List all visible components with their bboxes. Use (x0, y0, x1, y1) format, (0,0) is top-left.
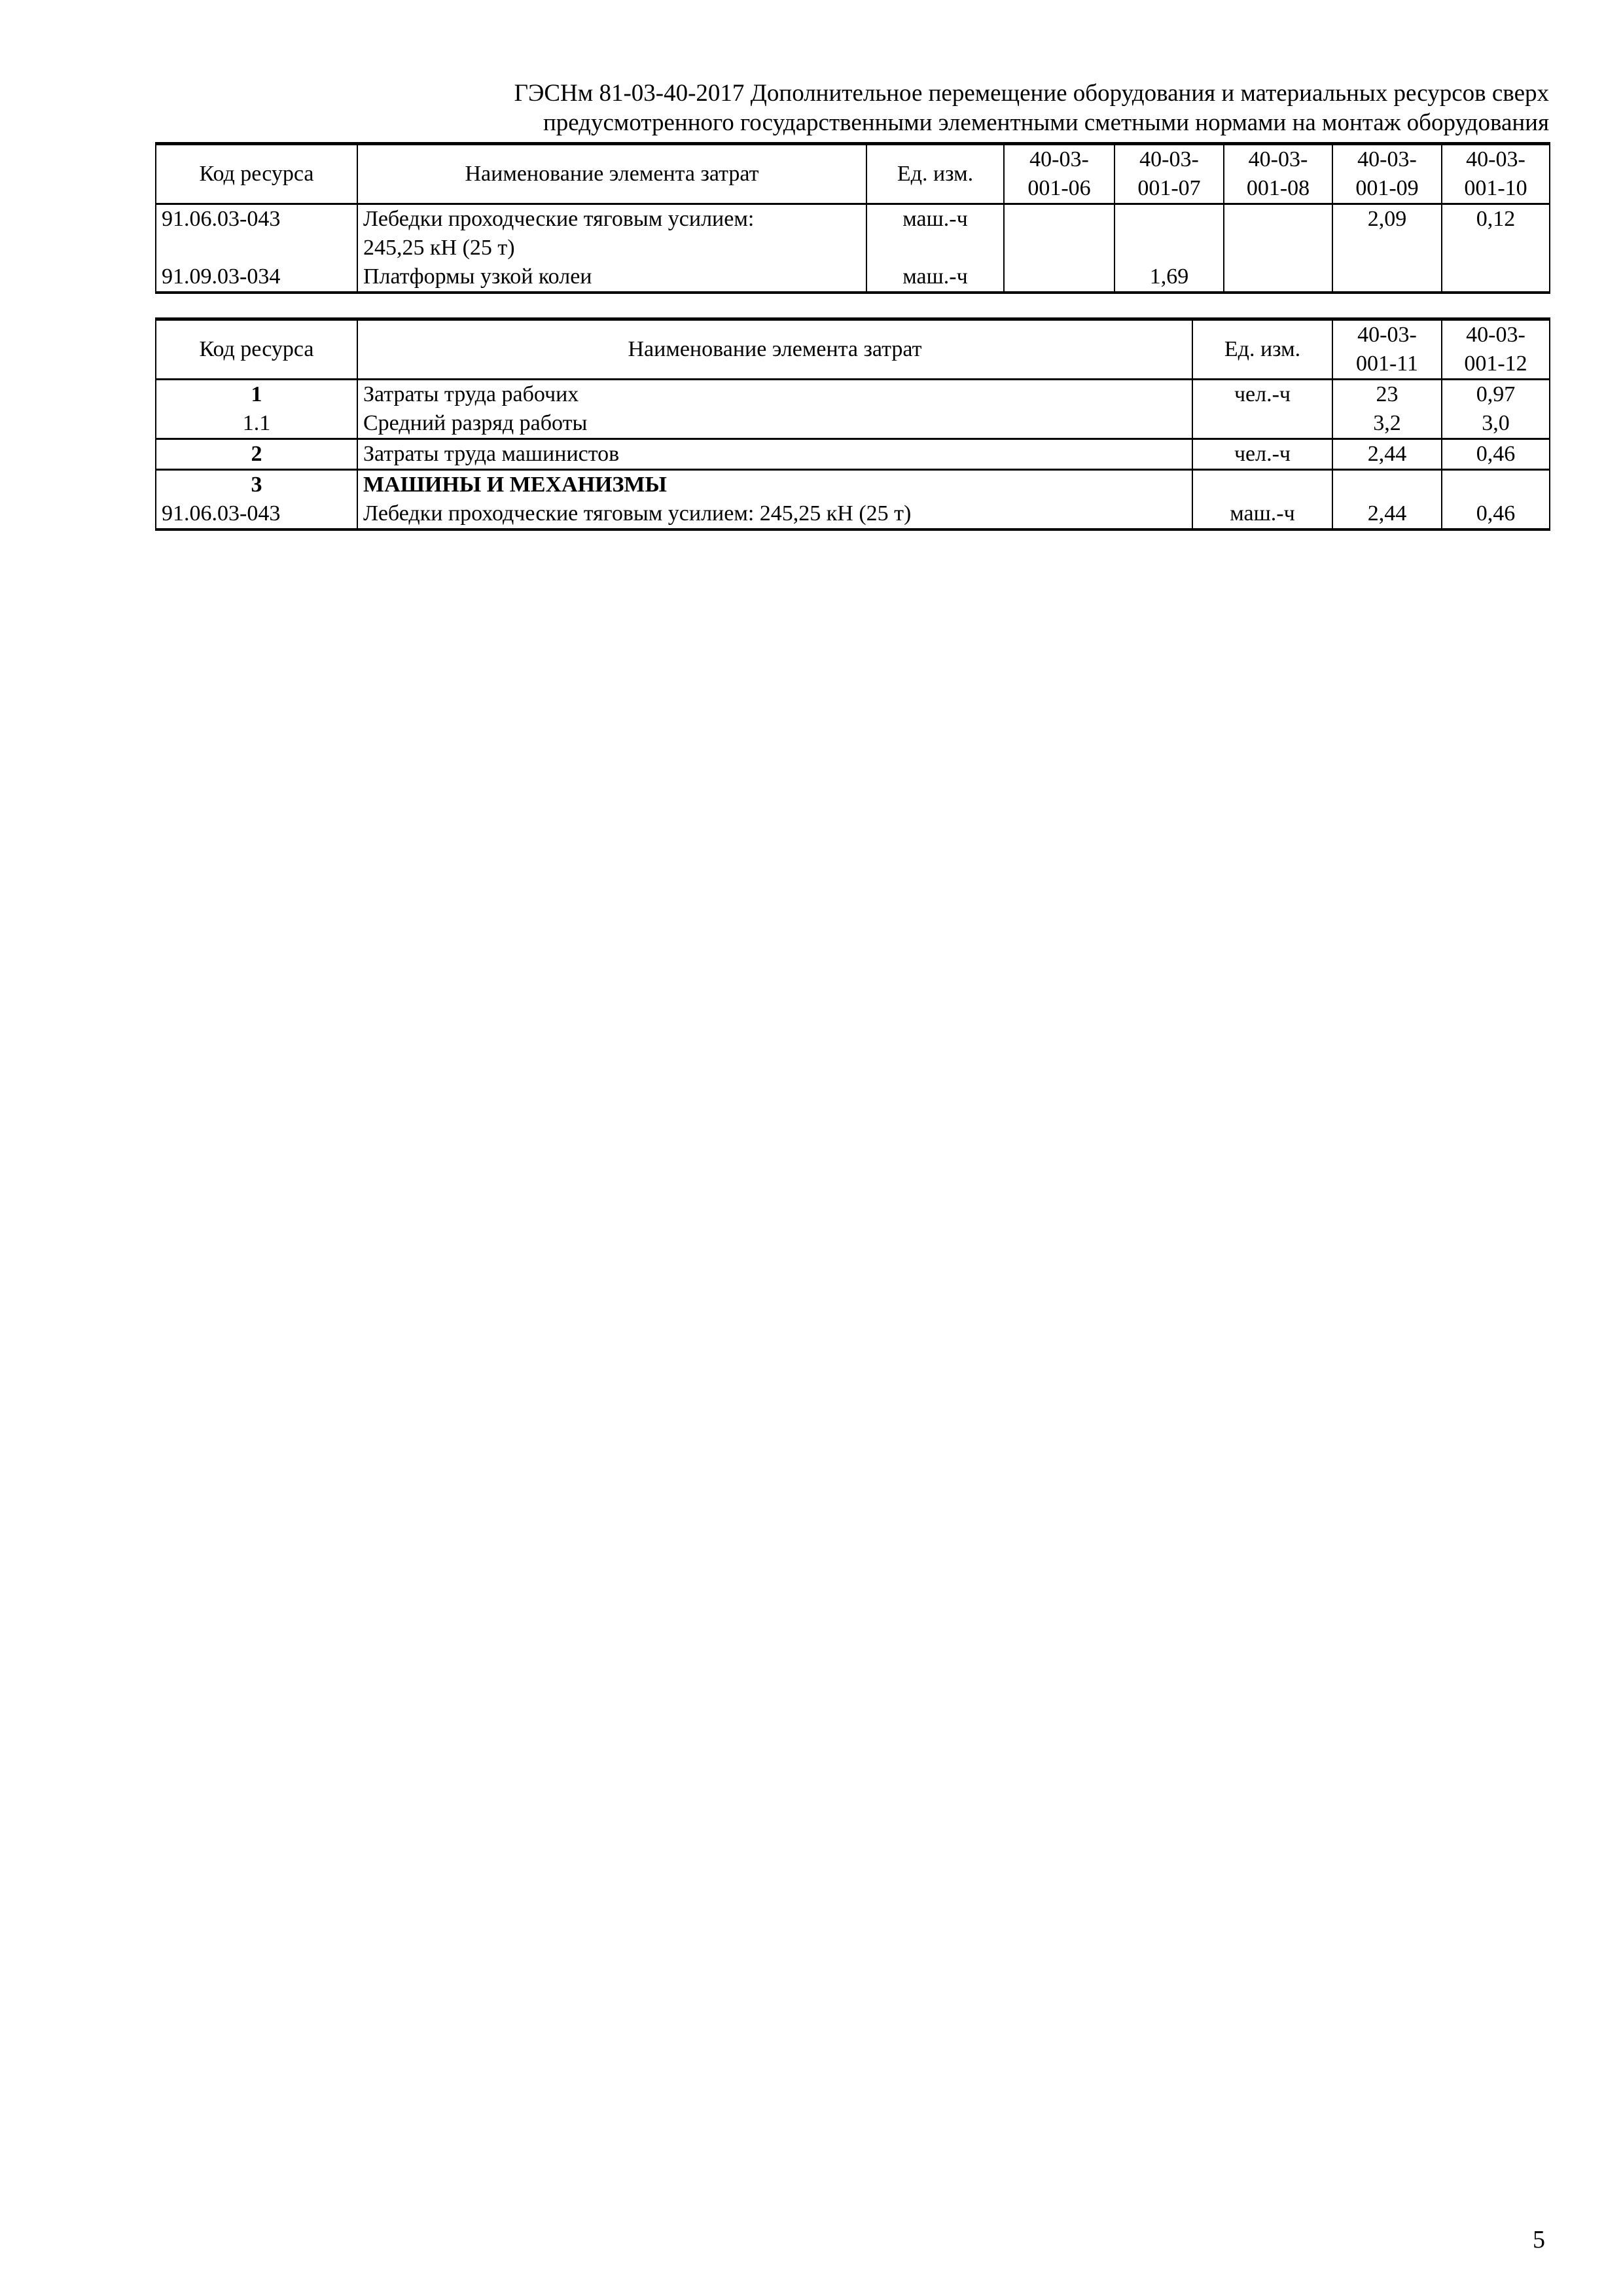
document-title-line-2: предусмотренного государственными элемен… (543, 109, 1549, 136)
table-row: 91.09.03-034 Платформы узкой колеи маш.-… (155, 262, 1550, 294)
unit: чел.-ч (1192, 438, 1333, 470)
value: 3,0 (1441, 409, 1550, 439)
section-title: МАШИНЫ И МЕХАНИЗМЫ (357, 469, 1193, 499)
column-header-norm: 40-03- 001-12 (1441, 317, 1550, 380)
value: 0,46 (1441, 438, 1550, 470)
column-header-norm: 40-03- 001-08 (1223, 142, 1333, 205)
column-header-norm: 40-03- 001-06 (1003, 142, 1115, 205)
column-header-norm: 40-03- 001-10 (1441, 142, 1550, 205)
column-header-name: Наименование элемента затрат (357, 317, 1193, 380)
column-header-norm: 40-03- 001-11 (1332, 317, 1442, 380)
value (1441, 262, 1550, 294)
value: 3,2 (1332, 409, 1442, 439)
unit (1192, 469, 1333, 499)
value (1114, 204, 1224, 262)
value (1332, 262, 1442, 294)
table-header-row: Код ресурса Наименование элемента затрат… (155, 142, 1550, 205)
value (1223, 204, 1333, 262)
column-header-unit: Ед. изм. (866, 142, 1005, 205)
column-header-norm: 40-03- 001-07 (1114, 142, 1224, 205)
value: 2,09 (1332, 204, 1442, 262)
resource-table-1: Код ресурса Наименование элемента затрат… (155, 142, 1550, 294)
resource-name: Лебедки проходческие тяговым усилием: 245… (357, 204, 867, 262)
value: 2,44 (1332, 438, 1442, 470)
unit (1192, 409, 1333, 439)
table-row: 91.06.03-043 Лебедки проходческие тяговы… (155, 204, 1550, 262)
value (1332, 469, 1442, 499)
resource-code: 1.1 (155, 409, 358, 439)
resource-table-2: Код ресурса Наименование элемента затрат… (155, 317, 1550, 531)
value: 0,12 (1441, 204, 1550, 262)
value: 2,44 (1332, 499, 1442, 531)
unit: чел.-ч (1192, 379, 1333, 409)
resource-code: 91.09.03-034 (155, 262, 358, 294)
resource-code: 3 (155, 469, 358, 499)
table-header-row: Код ресурса Наименование элемента затрат… (155, 317, 1550, 380)
unit: маш.-ч (866, 262, 1005, 294)
table-row: 2 Затраты труда машинистов чел.-ч 2,44 0… (155, 438, 1550, 470)
resource-name: Платформы узкой колеи (357, 262, 867, 294)
column-header-code: Код ресурса (155, 317, 358, 380)
value (1441, 469, 1550, 499)
unit: маш.-ч (866, 204, 1005, 262)
document-title-line-1: ГЭСНм 81-03-40-2017 Дополнительное перем… (514, 80, 1549, 107)
value: 0,97 (1441, 379, 1550, 409)
resource-name: Средний разряд работы (357, 409, 1193, 439)
column-header-norm: 40-03- 001-09 (1332, 142, 1442, 205)
resource-code: 91.06.03-043 (155, 499, 358, 531)
column-header-unit: Ед. изм. (1192, 317, 1333, 380)
table-row: 91.06.03-043 Лебедки проходческие тяговы… (155, 499, 1550, 531)
resource-name: Затраты труда рабочих (357, 379, 1193, 409)
table-row: 1 Затраты труда рабочих чел.-ч 23 0,97 (155, 379, 1550, 409)
value (1223, 262, 1333, 294)
resource-code: 91.06.03-043 (155, 204, 358, 262)
resource-code: 1 (155, 379, 358, 409)
resource-name: Лебедки проходческие тяговым усилием: 24… (357, 499, 1193, 531)
value: 1,69 (1114, 262, 1224, 294)
page-number: 5 (1533, 2226, 1545, 2253)
column-header-name: Наименование элемента затрат (357, 142, 867, 205)
table-row: 1.1 Средний разряд работы 3,2 3,0 (155, 409, 1550, 439)
value (1003, 204, 1115, 262)
resource-name: Затраты труда машинистов (357, 438, 1193, 470)
resource-code: 2 (155, 438, 358, 470)
value: 23 (1332, 379, 1442, 409)
table-row: 3 МАШИНЫ И МЕХАНИЗМЫ (155, 469, 1550, 499)
value: 0,46 (1441, 499, 1550, 531)
column-header-code: Код ресурса (155, 142, 358, 205)
unit: маш.-ч (1192, 499, 1333, 531)
value (1003, 262, 1115, 294)
